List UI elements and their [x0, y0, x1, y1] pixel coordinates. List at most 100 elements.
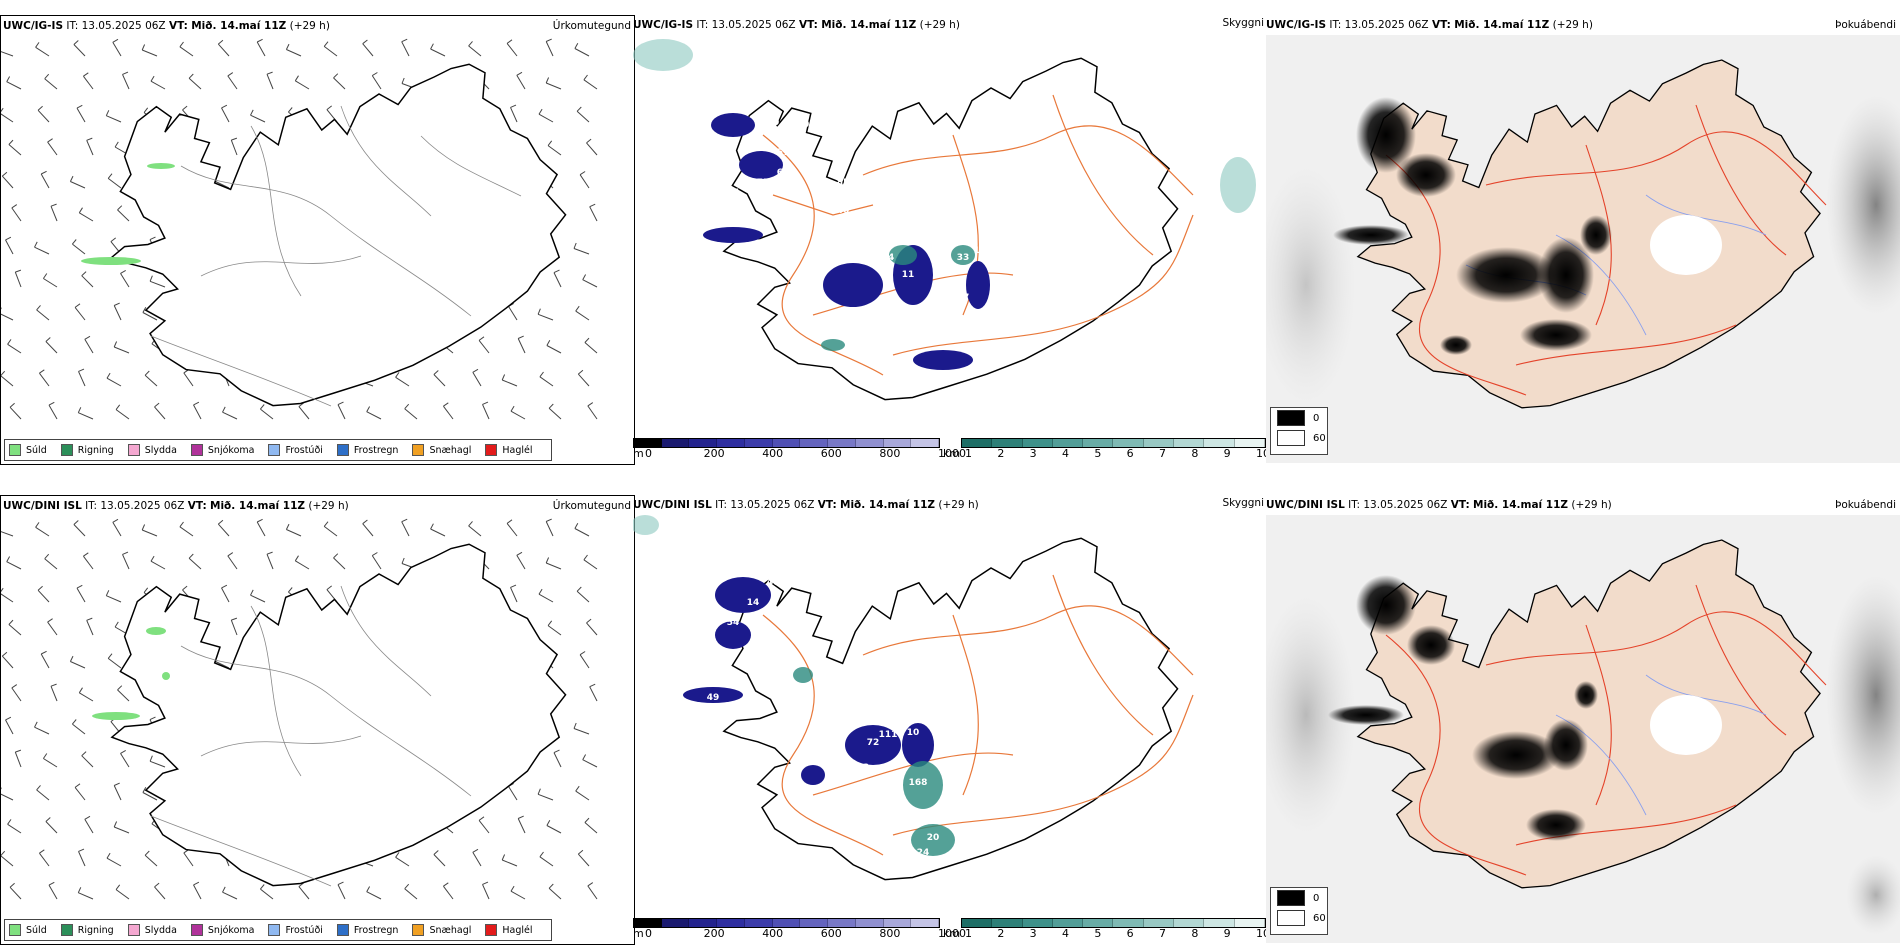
wind-barb-flag — [84, 335, 91, 340]
wind-barb — [260, 888, 274, 900]
wind-barb-flag — [1, 107, 4, 113]
wind-barb — [546, 82, 562, 90]
colorbar-segment — [1083, 919, 1114, 927]
colorbar-tick: 200 — [703, 447, 725, 460]
wind-barb — [7, 343, 22, 354]
wind-barb-flag — [576, 106, 582, 112]
wind-barb — [442, 405, 454, 420]
fog-title-row1: Þokuábendi — [1835, 19, 1896, 31]
colorbar-segment — [661, 919, 690, 927]
wind-barb-flag — [538, 108, 543, 115]
wind-barb — [404, 408, 418, 420]
wind-barb — [584, 342, 598, 354]
wind-barb — [401, 521, 410, 537]
wind-barb-flag — [584, 337, 590, 343]
wind-barb — [37, 109, 50, 123]
wind-barb — [221, 107, 230, 123]
wind-barb — [8, 144, 22, 156]
fog-legend-item: 60 — [1271, 428, 1327, 448]
wind-barb-flag — [478, 336, 485, 341]
colorbar-segment — [1052, 439, 1084, 447]
wind-barb — [573, 248, 590, 255]
wind-barb — [1, 855, 14, 867]
wind-barb — [222, 891, 238, 900]
wind-barb-flag — [337, 401, 344, 406]
wind-barb-flag — [7, 339, 12, 345]
wind-barb — [510, 107, 518, 123]
colorbar-segment — [855, 439, 884, 447]
wind-barb-flag — [260, 404, 265, 410]
precip-header-row1: UWC/IG-IS IT: 13.05.2025 06Z VT: Mið. 14… — [3, 20, 330, 32]
legend-swatch — [127, 444, 140, 456]
wind-barb — [78, 851, 86, 867]
legend-swatch — [9, 924, 21, 936]
wind-barb-flag — [77, 407, 82, 413]
wind-barb-flag — [37, 585, 43, 591]
wind-barb — [117, 209, 130, 222]
cloudbase-label: 14 — [747, 598, 760, 608]
wind-barb — [5, 719, 14, 735]
wind-barb-flag — [112, 38, 119, 43]
wind-barb-flag — [395, 852, 400, 858]
legend-swatch — [60, 444, 73, 456]
wind-barb-flag — [154, 402, 160, 408]
precip-legend-item: Haglél — [485, 444, 533, 456]
wind-barb-flag — [222, 406, 226, 413]
wind-barb — [395, 376, 410, 387]
colorbar-segment — [883, 439, 912, 447]
wind-barb-flag — [1, 370, 6, 377]
wind-barb-flag — [222, 886, 226, 893]
wind-barb-flag — [11, 684, 18, 689]
colorbar-segment — [1022, 439, 1053, 447]
wind-barb-flag — [472, 848, 479, 853]
colorbar-segment — [1113, 439, 1144, 447]
wind-barb-flag — [9, 402, 15, 408]
wind-barb-flag — [179, 521, 184, 528]
wind-barb — [1, 51, 14, 57]
wind-barb-flag — [150, 555, 155, 562]
wind-barb-flag — [117, 685, 123, 691]
legend-label: Rigning — [77, 444, 114, 456]
legend-swatch — [268, 444, 281, 456]
wind-barb — [553, 272, 562, 288]
cloud-title-row1: Skyggni — [1222, 17, 1265, 29]
wind-barb — [468, 45, 482, 57]
colorbar-tick: 6 — [1126, 927, 1134, 940]
cloudbase-label: 57 — [777, 148, 790, 158]
wind-barb — [84, 819, 94, 834]
colorbar-segment — [1174, 439, 1205, 447]
wind-barb-flag — [6, 556, 11, 562]
wind-barb — [45, 341, 58, 354]
colorbar-segment — [1174, 919, 1205, 927]
colorbar-segment — [992, 919, 1023, 927]
precip-legend-row1: Súld Rigning Slydda Snjókoma Frostúði Frostre… — [4, 439, 552, 461]
cloudbase-label: 35 — [727, 188, 740, 198]
wind-barb-flag — [472, 368, 479, 373]
drizzle-areas — [81, 163, 175, 265]
wind-barb-flag — [366, 406, 371, 412]
colorbar-tick: 1 — [965, 927, 972, 940]
wind-barb — [6, 561, 22, 570]
wind-barb — [506, 43, 518, 57]
wind-barb — [45, 821, 58, 834]
legend-label: Slydda — [144, 444, 177, 456]
wind-barb — [371, 75, 382, 90]
wind-barb — [222, 411, 238, 420]
wind-barb-flag — [545, 557, 550, 564]
wind-barb — [35, 526, 50, 537]
wind-barb-flag — [107, 653, 113, 659]
wind-barb — [34, 726, 50, 735]
precip-legend-item: Frostregn — [336, 444, 398, 456]
wind-barb — [1, 793, 14, 801]
legend-label: Snjókoma — [207, 444, 255, 456]
wind-barb — [298, 886, 310, 900]
wind-barb — [230, 619, 238, 636]
wind-barb — [539, 376, 554, 387]
colorbar-tick: 10 — [1256, 447, 1266, 460]
colorbar-tick: 0 — [645, 447, 652, 460]
wind-barb-flag — [188, 73, 194, 79]
precip-title-row1: Úrkomutegund — [552, 20, 631, 32]
wind-barb-flag — [294, 75, 299, 82]
colorbar-segment — [883, 919, 912, 927]
